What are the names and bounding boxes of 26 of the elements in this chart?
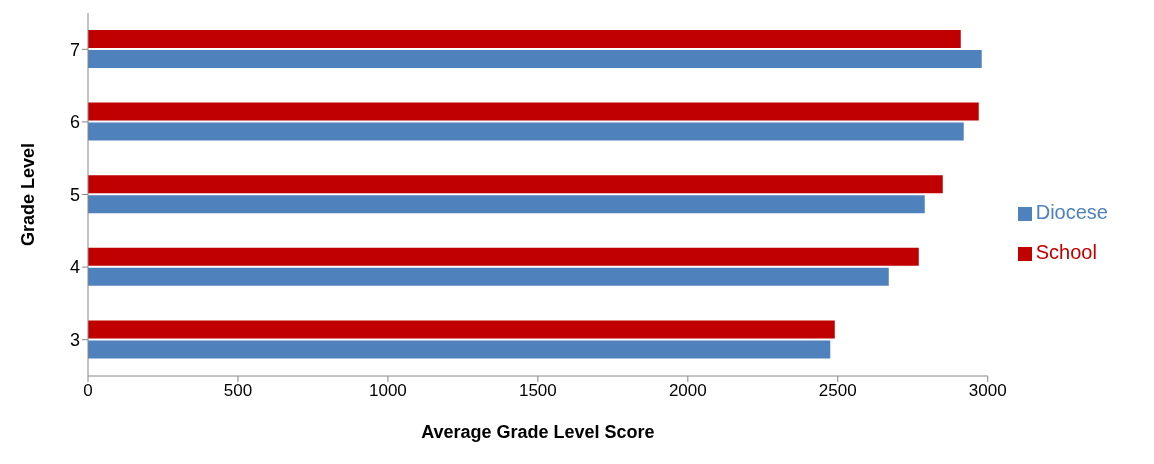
x-tick-label: 2000 (668, 381, 707, 401)
bar (88, 122, 964, 141)
x-tick-label: 1000 (369, 381, 407, 401)
bar (88, 195, 925, 214)
y-tick-label: 5 (69, 184, 80, 205)
bar (88, 30, 961, 48)
y-tick-label: 7 (69, 39, 80, 60)
x-tick-label: 1500 (518, 381, 557, 401)
bar (88, 50, 982, 68)
bar (88, 175, 943, 194)
x-axis-title: Average Grade Level Score (421, 422, 655, 442)
bar (88, 102, 979, 121)
bar (88, 320, 835, 339)
legend-label: School (1035, 241, 1097, 263)
y-tick-label: 3 (69, 330, 80, 351)
bar (88, 247, 919, 266)
bar (88, 340, 831, 359)
bar (88, 267, 889, 286)
x-tick-label: 500 (223, 381, 253, 401)
legend-label: Diocese (1035, 201, 1108, 223)
x-tick-label: 0 (83, 381, 93, 401)
x-tick-label: 2500 (818, 381, 857, 401)
x-tick-label: 3000 (968, 381, 1007, 401)
y-axis-title: Grade Level (18, 142, 39, 247)
y-tick-label: 4 (69, 257, 80, 278)
y-tick-label: 6 (69, 112, 80, 133)
